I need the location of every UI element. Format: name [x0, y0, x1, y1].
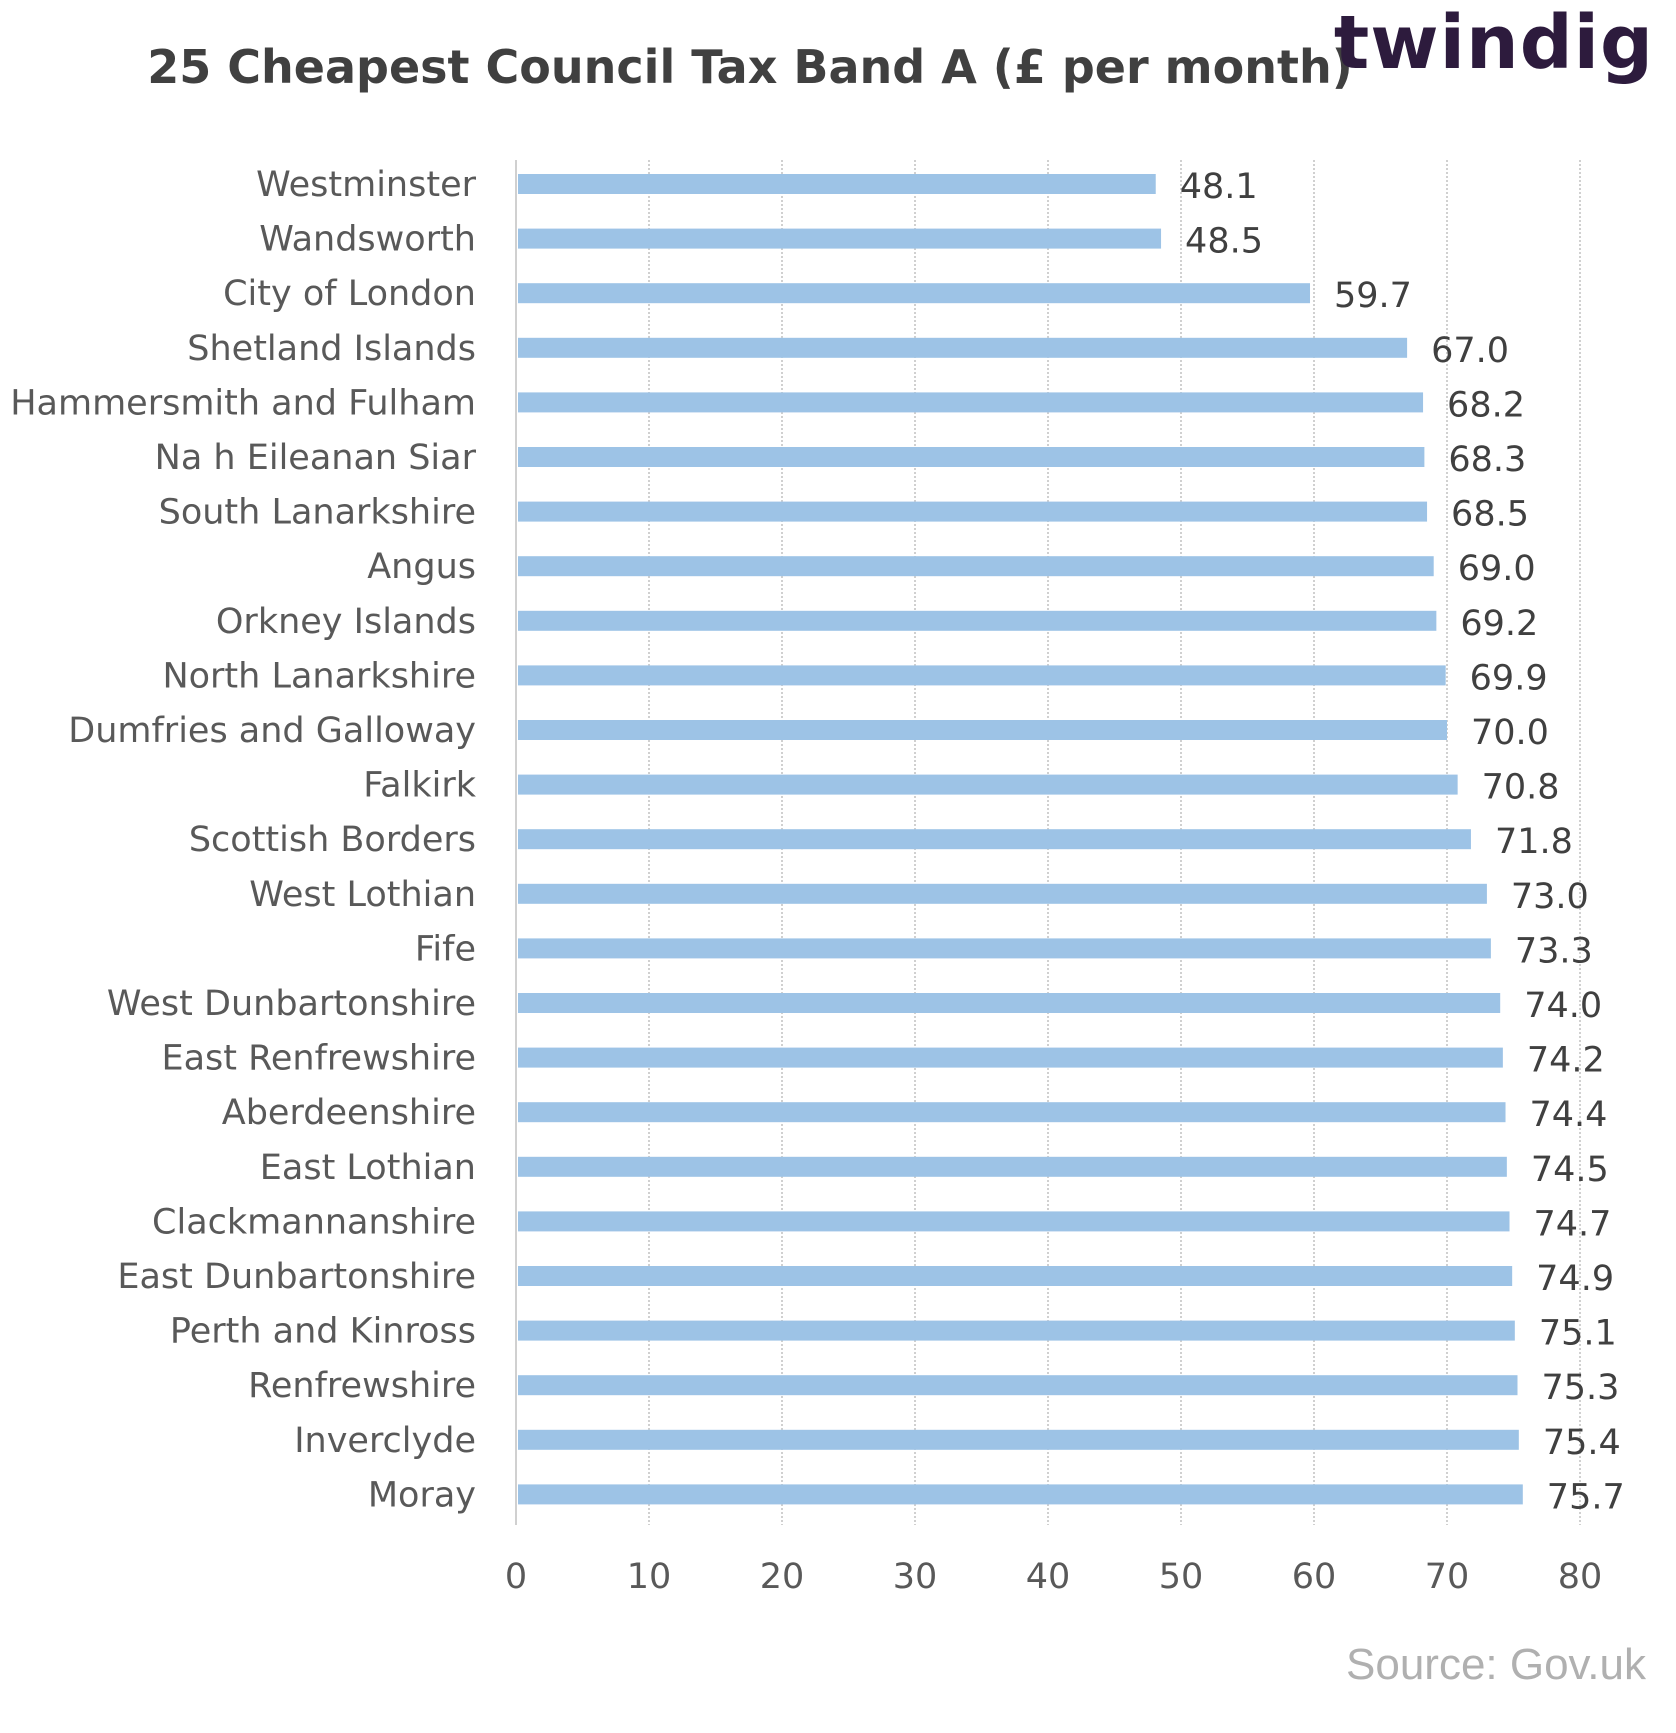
- data-label: 74.5: [1531, 1150, 1609, 1190]
- bar: [518, 228, 1162, 249]
- bar: [518, 501, 1428, 522]
- x-tick-label: 70: [1425, 1557, 1470, 1597]
- bar: [518, 1375, 1518, 1396]
- data-label: 75.1: [1539, 1314, 1617, 1354]
- data-label: 75.7: [1547, 1477, 1625, 1517]
- data-label: 73.0: [1511, 877, 1589, 917]
- category-label: South Lanarkshire: [159, 493, 476, 533]
- data-label: 48.5: [1185, 222, 1263, 262]
- data-label: 68.3: [1448, 440, 1526, 480]
- category-labels: Westminster Wandsworth City of London Shetl…: [10, 165, 477, 1515]
- category-label: Shetland Islands: [187, 329, 476, 369]
- data-label: 75.4: [1543, 1423, 1621, 1463]
- data-label: 75.3: [1541, 1368, 1619, 1408]
- category-label: Aberdeenshire: [222, 1093, 476, 1133]
- bar: [518, 392, 1424, 413]
- x-tick-label: 10: [627, 1557, 672, 1597]
- bar: [518, 829, 1471, 850]
- bar: [518, 1102, 1506, 1123]
- bar: [518, 883, 1487, 904]
- category-label: Fife: [415, 929, 476, 969]
- category-label: Perth and Kinross: [170, 1312, 476, 1352]
- x-tick-label: 50: [1159, 1557, 1204, 1597]
- category-label: City of London: [223, 274, 476, 314]
- logo-text: twindig: [1333, 0, 1654, 86]
- category-label: Angus: [367, 547, 476, 587]
- data-label: 74.4: [1530, 1095, 1608, 1135]
- data-label: 69.0: [1458, 549, 1536, 589]
- category-label: Hammersmith and Fulham: [10, 383, 476, 423]
- x-tick-label: 60: [1292, 1557, 1337, 1597]
- source-note: Source: Gov.uk: [1346, 1640, 1646, 1689]
- x-tick-label: 80: [1558, 1557, 1603, 1597]
- data-labels: 48.1 48.5 59.7 67.0 68.2 68.3 68.5 69.0 69.2 69.9…: [1180, 167, 1625, 1517]
- bar: [518, 774, 1458, 795]
- chart-title: 25 Cheapest Council Tax Band A (£ per mo…: [147, 40, 1353, 94]
- data-label: 68.2: [1447, 385, 1525, 425]
- data-label: 71.8: [1495, 822, 1573, 862]
- bar: [518, 1320, 1515, 1341]
- category-label: Na h Eileanan Siar: [155, 438, 477, 478]
- category-label: Renfrewshire: [248, 1366, 476, 1406]
- bar: [518, 993, 1501, 1013]
- data-label: 69.2: [1460, 604, 1538, 644]
- category-label: West Lothian: [249, 875, 476, 915]
- category-label: Wandsworth: [259, 220, 476, 260]
- bar: [518, 665, 1446, 686]
- data-label: 74.9: [1536, 1259, 1614, 1299]
- bar: [518, 1156, 1507, 1177]
- bar: [518, 938, 1491, 959]
- bar: [518, 1211, 1510, 1232]
- bar: [518, 610, 1437, 631]
- twindig-logo: twindig: [1334, 6, 1654, 80]
- data-label: 67.0: [1431, 331, 1509, 371]
- x-tick-label: 20: [760, 1557, 805, 1597]
- category-label: Dumfries and Galloway: [68, 711, 476, 751]
- data-label: 74.0: [1524, 986, 1602, 1026]
- x-axis-ticks: 0 10 20 30 40 50 60 70 80: [505, 1557, 1602, 1597]
- category-label: East Renfrewshire: [161, 1039, 476, 1079]
- category-label: North Lanarkshire: [162, 656, 476, 696]
- category-label: Orkney Islands: [216, 602, 476, 642]
- bar: [518, 283, 1311, 304]
- category-label: Scottish Borders: [189, 820, 476, 860]
- category-label: Moray: [368, 1475, 476, 1515]
- category-label: West Dunbartonshire: [107, 984, 476, 1024]
- x-tick-label: 30: [893, 1557, 938, 1597]
- data-label: 48.1: [1180, 167, 1258, 207]
- bar: [518, 1266, 1513, 1286]
- category-label: Falkirk: [363, 766, 476, 806]
- gridlines: [515, 160, 1581, 1525]
- bar: [518, 447, 1425, 467]
- category-label: Clackmannanshire: [152, 1202, 476, 1242]
- bar: [518, 1047, 1503, 1068]
- data-label: 70.8: [1482, 768, 1560, 808]
- data-label: 70.0: [1471, 713, 1549, 753]
- data-label: 69.9: [1470, 658, 1548, 698]
- bar: [518, 337, 1408, 358]
- x-tick-label: 40: [1026, 1557, 1071, 1597]
- bar: [518, 1429, 1519, 1450]
- data-label: 73.3: [1515, 931, 1593, 971]
- data-label: 68.5: [1451, 495, 1529, 535]
- data-label: 59.7: [1334, 276, 1412, 316]
- data-label: 74.7: [1534, 1204, 1612, 1244]
- bar: [518, 1484, 1523, 1505]
- bar: [518, 174, 1156, 194]
- bar: [518, 720, 1447, 740]
- category-label: Inverclyde: [294, 1421, 476, 1461]
- category-label: Westminster: [256, 165, 477, 205]
- data-label: 74.2: [1527, 1041, 1605, 1081]
- bars: [518, 174, 1523, 1505]
- bar: [518, 556, 1434, 577]
- category-label: East Dunbartonshire: [117, 1257, 476, 1297]
- category-label: East Lothian: [260, 1148, 476, 1188]
- x-tick-label: 0: [505, 1557, 527, 1597]
